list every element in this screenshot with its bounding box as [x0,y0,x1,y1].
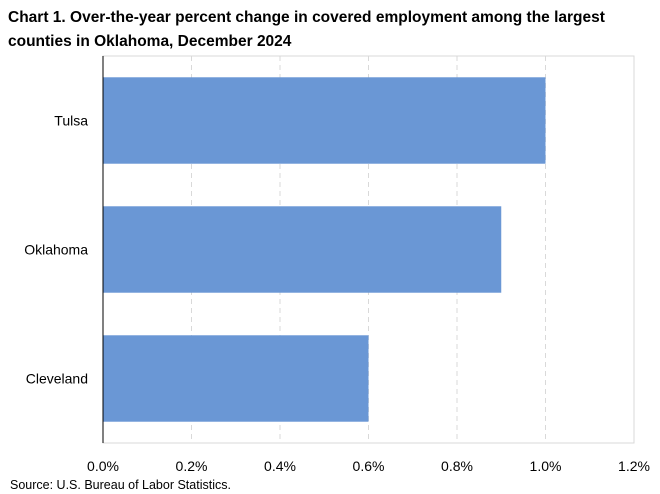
bar-cleveland [103,335,369,422]
x-tick-label: 0.0% [87,458,119,474]
bar-oklahoma [103,206,502,293]
category-label: Cleveland [26,371,88,387]
x-axis-tick-labels: 0.0% 0.2% 0.4% 0.6% 0.8% 1.0% 1.2% [87,458,650,474]
category-label: Oklahoma [24,242,88,258]
x-tick-label: 0.4% [264,458,296,474]
x-tick-label: 0.2% [176,458,208,474]
source-note: Source: U.S. Bureau of Labor Statistics. [10,478,231,492]
x-tick-label: 0.8% [441,458,473,474]
category-label: Tulsa [54,113,88,129]
x-tick-label: 1.2% [618,458,650,474]
bar-tulsa [103,77,546,164]
x-tick-label: 1.0% [530,458,562,474]
bars [103,77,546,422]
y-axis-category-labels: Tulsa Oklahoma Cleveland [24,113,88,387]
chart-title: Chart 1. Over-the-year percent change in… [8,9,605,50]
x-tick-label: 0.6% [353,458,385,474]
